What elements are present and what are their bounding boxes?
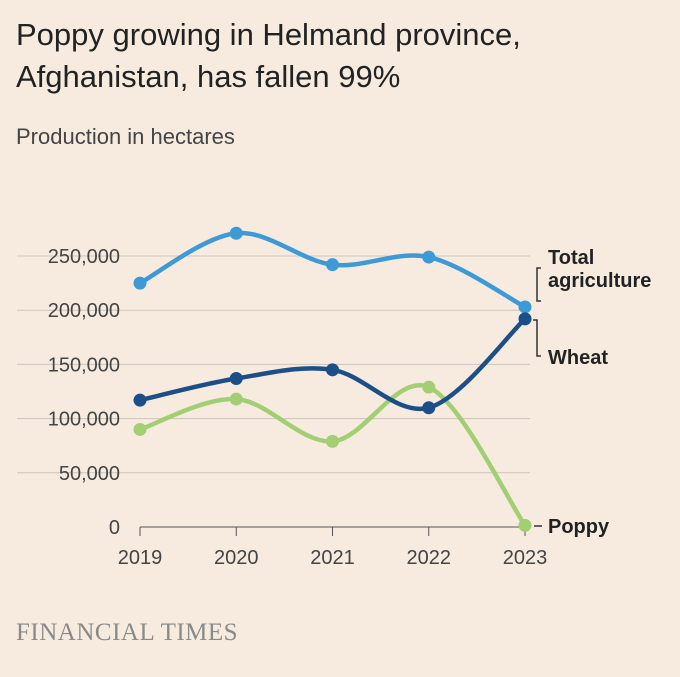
data-point-poppy <box>229 392 243 406</box>
series-label-total-agriculture: Total <box>548 247 594 269</box>
data-point-total-agriculture <box>422 250 436 264</box>
data-point-poppy <box>326 434 339 448</box>
data-point-total-agriculture <box>133 276 147 290</box>
data-point-wheat <box>229 371 243 385</box>
data-point-total-agriculture <box>229 226 243 240</box>
source-logo: FINANCIAL TIMES <box>16 619 239 646</box>
axes: 0 50,000 100,000 150,000 200,000 250,000 2019 2… <box>48 246 548 569</box>
x-tick-label: 2021 <box>310 547 355 569</box>
data-point-total-agriculture <box>518 300 532 314</box>
gridlines <box>17 255 530 474</box>
chart-title: Poppy growing in Helmand province, Afgha… <box>16 17 521 94</box>
y-tick-label: 50,000 <box>59 463 120 485</box>
data-point-wheat <box>326 363 339 377</box>
x-tick-label: 2022 <box>407 547 452 569</box>
data-point-wheat <box>133 393 147 407</box>
x-tick-label: 2023 <box>503 547 548 569</box>
y-tick-label: 0 <box>109 517 120 539</box>
series-line-poppy <box>137 383 528 528</box>
x-tick-label: 2019 <box>118 547 163 569</box>
series-label-total-agriculture: agriculture <box>548 270 651 292</box>
y-tick-label: 200,000 <box>48 300 120 322</box>
y-tick-label: 100,000 <box>48 409 120 431</box>
chart-subtitle: Production in hectares <box>16 124 235 149</box>
series-label-wheat: Wheat <box>548 347 608 369</box>
label-bracket <box>533 319 541 357</box>
y-tick-label: 150,000 <box>48 354 120 376</box>
data-point-poppy <box>518 518 532 532</box>
data-point-wheat <box>518 312 532 326</box>
label-bracket <box>536 267 541 302</box>
y-tick-label: 250,000 <box>48 246 120 268</box>
data-point-wheat <box>422 401 436 415</box>
data-point-poppy <box>422 380 436 394</box>
data-point-total-agriculture <box>326 258 339 272</box>
data-point-poppy <box>133 422 147 436</box>
x-tick-label: 2020 <box>214 547 259 569</box>
series-label-poppy: Poppy <box>548 516 610 538</box>
series-lines <box>133 226 532 532</box>
